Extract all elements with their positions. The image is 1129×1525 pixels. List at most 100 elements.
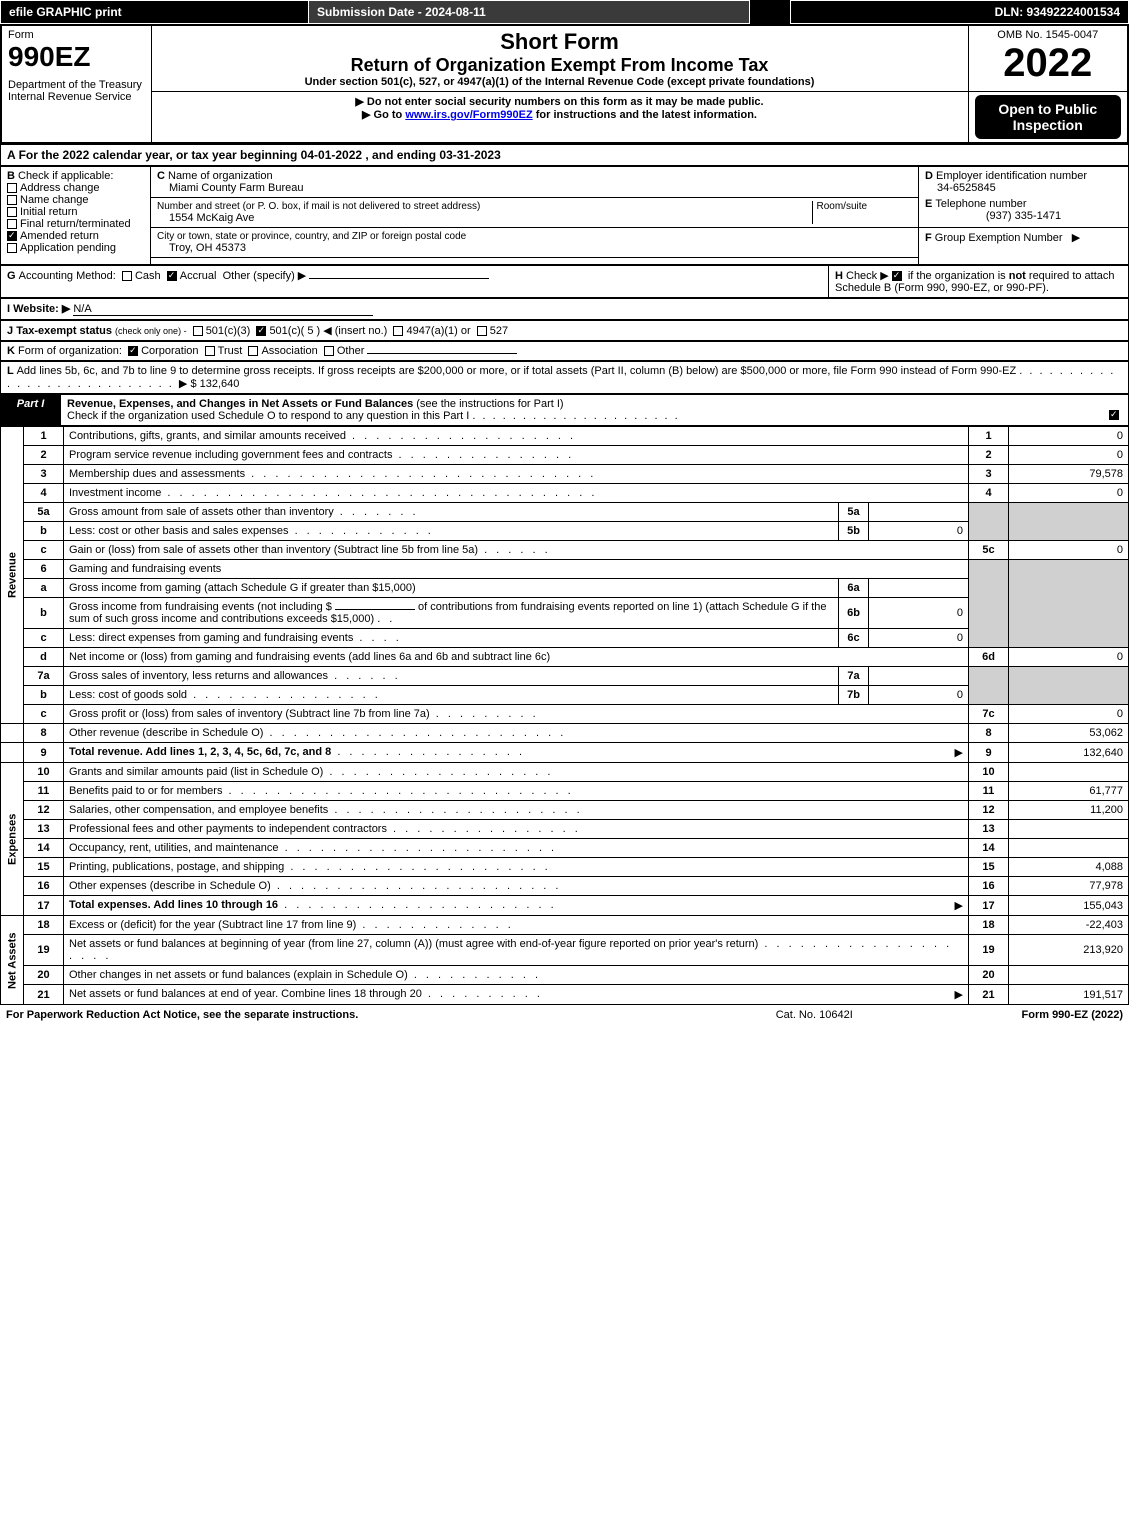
part1-title: Revenue, Expenses, and Changes in Net As… (67, 398, 413, 410)
check-address-change[interactable] (7, 183, 17, 193)
note-goto: ▶ Go to www.irs.gov/Form990EZ for instru… (158, 108, 962, 121)
check-accrual[interactable] (167, 271, 177, 281)
check-name-change[interactable] (7, 195, 17, 205)
line17-value: 155,043 (1009, 896, 1129, 916)
dept-label: Department of the Treasury Internal Reve… (8, 79, 145, 103)
line16-value: 77,978 (1009, 877, 1129, 896)
note-ssn: ▶ Do not enter social security numbers o… (158, 95, 962, 108)
line5b-value: 0 (869, 522, 969, 541)
l-value: 132,640 (200, 378, 240, 390)
check-association[interactable] (248, 346, 258, 356)
check-trust[interactable] (205, 346, 215, 356)
k-block: K Form of organization: Corporation Trus… (0, 341, 1129, 361)
phone: (937) 335-1471 (925, 210, 1122, 222)
e-label: Telephone number (935, 198, 1026, 210)
check-amended-return[interactable] (7, 231, 17, 241)
form-header: Form 990EZ Department of the Treasury In… (0, 24, 1129, 144)
dln-label: DLN: 93492224001534 (790, 1, 1128, 24)
c-label: Name of organization (168, 170, 273, 182)
b-label: Check if applicable: (18, 170, 113, 182)
line5a-value (869, 503, 969, 522)
d-label: Employer identification number (936, 170, 1087, 182)
footer-left: For Paperwork Reduction Act Notice, see … (0, 1005, 726, 1025)
line6d-value: 0 (1009, 648, 1129, 667)
line6c-value: 0 (869, 629, 969, 648)
form-number: 990EZ (8, 41, 145, 73)
line21-value: 191,517 (1009, 985, 1129, 1005)
line1-value: 0 (1009, 427, 1129, 446)
line7b-value: 0 (869, 686, 969, 705)
info-block: B Check if applicable: Address change Na… (0, 166, 1129, 265)
f-label: Group Exemption Number (935, 232, 1063, 244)
g-label: Accounting Method: (19, 270, 116, 282)
street-label: Number and street (or P. O. box, if mail… (157, 201, 812, 212)
check-h[interactable] (892, 271, 902, 281)
check-527[interactable] (477, 326, 487, 336)
section-a: A For the 2022 calendar year, or tax yea… (0, 144, 1129, 166)
efile-label: efile GRAPHIC print (1, 1, 309, 24)
line4-value: 0 (1009, 484, 1129, 503)
street: 1554 McKaig Ave (157, 212, 812, 224)
line9-value: 132,640 (1009, 743, 1129, 763)
room-label: Room/suite (812, 201, 912, 224)
website: N/A (73, 303, 373, 316)
check-other[interactable] (324, 346, 334, 356)
j-block: J Tax-exempt status (check only one) - 5… (0, 320, 1129, 341)
check-501c[interactable] (256, 326, 266, 336)
part1-header: Part I Revenue, Expenses, and Changes in… (0, 394, 1129, 426)
footer-catno: Cat. No. 10642I (726, 1005, 903, 1025)
line14-value (1009, 839, 1129, 858)
part1-checknote: Check if the organization used Schedule … (67, 410, 469, 422)
i-block: I Website: ▶ N/A (0, 298, 1129, 320)
footer-right: Form 990-EZ (2022) (903, 1005, 1129, 1025)
subtitle: Under section 501(c), 527, or 4947(a)(1)… (158, 76, 962, 88)
irs-link[interactable]: www.irs.gov/Form990EZ (405, 109, 532, 121)
line3-value: 79,578 (1009, 465, 1129, 484)
vert-expenses: Expenses (1, 763, 24, 916)
form-word: Form (8, 29, 145, 41)
check-initial-return[interactable] (7, 207, 17, 217)
top-strip: efile GRAPHIC print Submission Date - 20… (0, 0, 1129, 24)
line8-value: 53,062 (1009, 724, 1129, 743)
line7c-value: 0 (1009, 705, 1129, 724)
check-corporation[interactable] (128, 346, 138, 356)
l-block: L Add lines 5b, 6c, and 7b to line 9 to … (0, 361, 1129, 394)
line20-value (1009, 966, 1129, 985)
l-text: Add lines 5b, 6c, and 7b to line 9 to de… (17, 365, 1017, 377)
k-label: Form of organization: (18, 345, 122, 357)
line5c-value: 0 (1009, 541, 1129, 560)
vert-netassets: Net Assets (1, 916, 24, 1005)
open-to-public: Open to Public Inspection (975, 95, 1122, 139)
line6a-value (869, 579, 969, 598)
vert-revenue: Revenue (1, 427, 24, 724)
check-4947[interactable] (393, 326, 403, 336)
check-application-pending[interactable] (7, 243, 17, 253)
footer: For Paperwork Reduction Act Notice, see … (0, 1005, 1129, 1025)
check-schedule-o[interactable] (1109, 410, 1119, 420)
org-name: Miami County Farm Bureau (157, 182, 912, 194)
check-501c3[interactable] (193, 326, 203, 336)
title-short-form: Short Form (158, 29, 962, 55)
line6b-value: 0 (869, 598, 969, 629)
line13-value (1009, 820, 1129, 839)
i-label: Website: ▶ (13, 303, 70, 315)
line19-value: 213,920 (1009, 935, 1129, 966)
submission-date: Submission Date - 2024-08-11 (309, 1, 750, 24)
part1-label: Part I (1, 395, 61, 426)
lines-table: Revenue 1 Contributions, gifts, grants, … (0, 426, 1129, 1005)
tax-year: 2022 (975, 41, 1122, 86)
check-final-return[interactable] (7, 219, 17, 229)
line7a-value (869, 667, 969, 686)
city-label: City or town, state or province, country… (157, 231, 912, 242)
g-h-block: G Accounting Method: Cash Accrual Other … (0, 265, 1129, 298)
line11-value: 61,777 (1009, 782, 1129, 801)
city: Troy, OH 45373 (157, 242, 912, 254)
ein: 34-6525845 (925, 182, 1122, 194)
line10-value (1009, 763, 1129, 782)
line18-value: -22,403 (1009, 916, 1129, 935)
line2-value: 0 (1009, 446, 1129, 465)
j-label: Tax-exempt status (16, 325, 112, 337)
check-cash[interactable] (122, 271, 132, 281)
line15-value: 4,088 (1009, 858, 1129, 877)
line12-value: 11,200 (1009, 801, 1129, 820)
